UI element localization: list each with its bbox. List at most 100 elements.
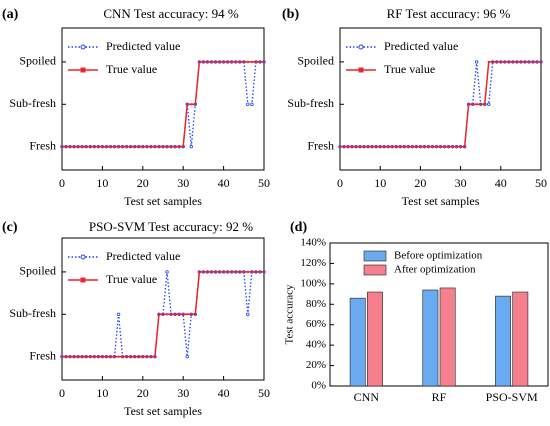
point: [467, 103, 470, 106]
point: [459, 145, 462, 148]
point: [61, 355, 63, 358]
chart-title: PSO-SVM Test accuracy: 92 %: [89, 219, 253, 234]
point: [499, 60, 502, 63]
point: [109, 355, 112, 358]
point: [535, 60, 538, 63]
y-tick-label: Fresh: [29, 348, 56, 362]
y-tick-label: Spoiled: [297, 54, 334, 68]
y-axis-label: Test accuracy: [284, 284, 296, 344]
point: [117, 145, 120, 148]
point: [77, 145, 80, 148]
x-tick-label: 40: [495, 176, 507, 190]
y-tick-label: 100%: [300, 277, 326, 289]
point: [73, 145, 76, 148]
point: [351, 145, 354, 148]
x-tick-label: 20: [414, 176, 426, 190]
panel-label: (c): [2, 220, 18, 235]
point: [145, 355, 148, 358]
point: [206, 60, 209, 63]
point: [463, 145, 466, 148]
point: [117, 355, 120, 358]
point: [137, 145, 140, 148]
point: [226, 270, 229, 273]
point: [109, 145, 112, 148]
point: [153, 355, 156, 358]
point: [206, 270, 209, 273]
y-tick-label: Sub-fresh: [9, 306, 56, 320]
point: [174, 313, 177, 316]
x-axis-label: Test set samples: [402, 194, 480, 208]
y-tick-label: Sub-fresh: [9, 96, 56, 110]
legend-marker: [80, 277, 86, 283]
x-tick-label: 50: [535, 176, 547, 190]
point: [141, 355, 144, 358]
point: [523, 60, 526, 63]
y-tick-label: Sub-fresh: [287, 96, 334, 110]
point: [190, 103, 193, 106]
point: [363, 145, 366, 148]
x-tick-label: 30: [177, 176, 189, 190]
point: [210, 270, 213, 273]
point: [81, 355, 84, 358]
point: [254, 60, 257, 63]
point: [182, 145, 185, 148]
point: [101, 355, 104, 358]
point: [383, 145, 386, 148]
x-axis-label: Test set samples: [124, 194, 202, 208]
x-tick-label: 20: [137, 176, 149, 190]
legend-label: Before optimization: [394, 250, 483, 262]
point: [423, 145, 426, 148]
point: [133, 355, 136, 358]
y-tick-label: 60%: [306, 318, 326, 330]
point: [202, 60, 205, 63]
point: [487, 102, 491, 106]
point: [190, 313, 193, 316]
point: [81, 145, 84, 148]
point: [519, 60, 522, 63]
point: [435, 145, 438, 148]
point: [474, 60, 479, 64]
point: [214, 270, 217, 273]
legend-label: After optimization: [394, 264, 476, 276]
point: [186, 103, 189, 106]
point: [157, 313, 160, 316]
point: [129, 145, 132, 148]
x-tick-label: 0: [337, 176, 343, 190]
point: [222, 270, 225, 273]
point: [218, 270, 221, 273]
point: [246, 102, 250, 106]
series-line: [62, 61, 264, 148]
point: [242, 60, 245, 63]
point: [371, 145, 374, 148]
y-tick-label: 120%: [300, 257, 326, 269]
point: [403, 145, 406, 148]
point: [101, 145, 104, 148]
x-axis-label: Test set samples: [124, 404, 202, 418]
point: [93, 145, 96, 148]
series-line: [340, 61, 541, 148]
point: [455, 145, 458, 148]
point: [391, 145, 394, 148]
point: [202, 270, 205, 273]
point: [89, 355, 92, 358]
point: [198, 270, 201, 273]
point: [379, 145, 382, 148]
legend-marker: [80, 67, 86, 73]
point: [415, 145, 418, 148]
point: [355, 145, 358, 148]
point: [121, 145, 124, 148]
point: [178, 313, 181, 316]
bar: [439, 287, 456, 387]
point: [166, 145, 169, 148]
y-tick-label: 0%: [311, 380, 326, 392]
point: [511, 60, 514, 63]
plot-frame: [61, 237, 265, 381]
point: [149, 145, 152, 148]
point: [254, 270, 257, 273]
point: [85, 355, 88, 358]
point: [153, 145, 156, 148]
y-tick-label: 80%: [306, 298, 326, 310]
x-tick-label: PSO-SVM: [486, 390, 538, 404]
x-tick-label: 40: [218, 386, 230, 400]
x-tick-label: 10: [96, 176, 108, 190]
